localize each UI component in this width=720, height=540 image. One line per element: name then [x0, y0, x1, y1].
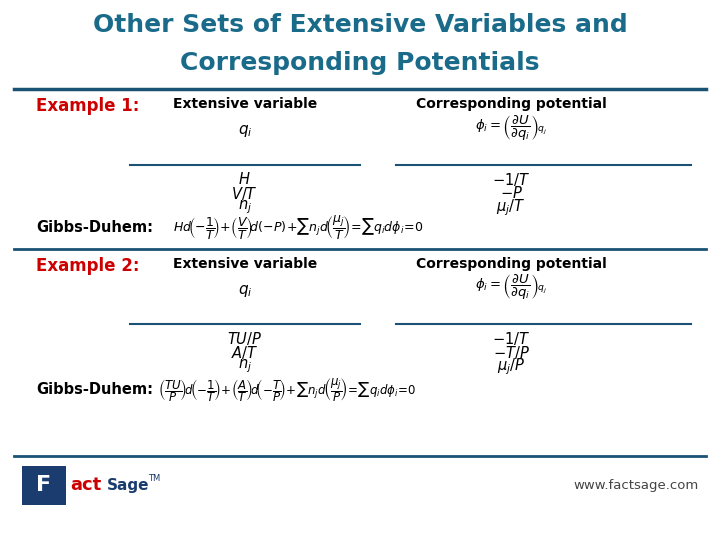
Text: TM: TM — [148, 475, 160, 483]
Text: $q_i$: $q_i$ — [238, 123, 252, 139]
Text: $\left(\dfrac{TU}{P}\!\right)\!d\!\left(-\dfrac{1}{T}\!\right)\!+\!\left(\dfrac{: $\left(\dfrac{TU}{P}\!\right)\!d\!\left(… — [158, 376, 417, 404]
Text: $n_j$: $n_j$ — [238, 199, 252, 216]
Text: $-T/P$: $-T/P$ — [492, 344, 530, 361]
Text: Gibbs-Duhem:: Gibbs-Duhem: — [36, 382, 153, 397]
Text: Example 1:: Example 1: — [36, 97, 140, 115]
Text: $q_i$: $q_i$ — [238, 282, 252, 299]
Text: Example 2:: Example 2: — [36, 257, 140, 275]
Text: www.factsage.com: www.factsage.com — [573, 480, 698, 492]
Text: $-P$: $-P$ — [500, 185, 523, 201]
Text: $n_j$: $n_j$ — [238, 358, 252, 375]
Text: Corresponding potential: Corresponding potential — [416, 97, 606, 111]
Text: $\phi_i = \left(\dfrac{\partial U}{\partial q_i}\right)_{\!q_j}$: $\phi_i = \left(\dfrac{\partial U}{\part… — [475, 113, 547, 143]
Text: $-1/T$: $-1/T$ — [492, 171, 531, 188]
Text: Extensive variable: Extensive variable — [173, 97, 317, 111]
Text: act: act — [71, 476, 102, 495]
Text: Sage: Sage — [107, 478, 149, 493]
Text: Gibbs-Duhem:: Gibbs-Duhem: — [36, 220, 153, 235]
Text: $Hd\!\left(-\dfrac{1}{T}\!\right)\!+\!\left(\dfrac{V}{T}\!\right)\!d(-P)\!+\!\su: $Hd\!\left(-\dfrac{1}{T}\!\right)\!+\!\l… — [173, 214, 423, 242]
Text: Extensive variable: Extensive variable — [173, 257, 317, 271]
Text: $\mu_j/P$: $\mu_j/P$ — [497, 356, 526, 377]
Text: $\mu_j/T$: $\mu_j/T$ — [496, 197, 526, 218]
Text: F: F — [36, 475, 52, 496]
Text: $-1/T$: $-1/T$ — [492, 330, 531, 347]
Text: $H$: $H$ — [238, 171, 251, 187]
Text: $A/T$: $A/T$ — [231, 344, 258, 361]
Text: Corresponding potential: Corresponding potential — [416, 257, 606, 271]
Text: Corresponding Potentials: Corresponding Potentials — [180, 51, 540, 75]
FancyBboxPatch shape — [22, 466, 66, 505]
Text: $V/T$: $V/T$ — [231, 185, 258, 202]
Text: $\phi_i = \left(\dfrac{\partial U}{\partial q_i}\right)_{\!q_j}$: $\phi_i = \left(\dfrac{\partial U}{\part… — [475, 273, 547, 302]
Text: Other Sets of Extensive Variables and: Other Sets of Extensive Variables and — [93, 14, 627, 37]
Text: $TU/P$: $TU/P$ — [227, 330, 263, 347]
